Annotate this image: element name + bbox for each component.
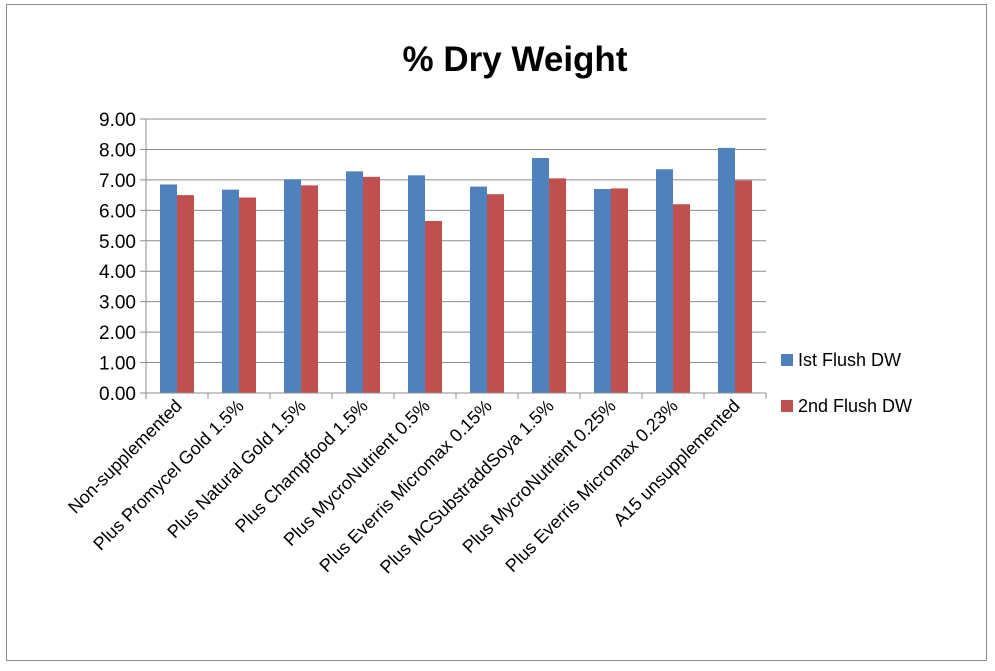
bar-second-flush [611, 188, 628, 393]
bar-first-flush [656, 169, 673, 393]
chart-area: % Dry Weight 0.00 1.00 2.00 3.00 4.00 5.00 6.0… [6, 4, 987, 661]
y-tick-label: 8.00 [99, 140, 136, 161]
bar-first-flush [532, 157, 549, 393]
bar-second-flush [673, 204, 690, 393]
bars [160, 147, 752, 393]
x-axis [145, 119, 767, 399]
y-tick-label: 0.00 [99, 384, 136, 405]
bar-first-flush [470, 186, 487, 393]
bar-first-flush [594, 189, 611, 393]
bar-second-flush [177, 195, 194, 393]
bar-second-flush [301, 185, 318, 393]
chart-title: % Dry Weight [403, 40, 628, 79]
bar-first-flush [408, 175, 425, 393]
category-label: A15 unsupplemented [609, 396, 743, 530]
bar-second-flush [487, 194, 504, 393]
bar-second-flush [239, 197, 256, 393]
bar-second-flush [549, 178, 566, 393]
bar-second-flush [735, 180, 752, 393]
bar-first-flush [284, 179, 301, 393]
y-tick-label: 2.00 [99, 323, 136, 344]
y-tick-label: 4.00 [99, 262, 136, 283]
y-axis-ticks: 0.00 1.00 2.00 3.00 4.00 5.00 6.00 7.00 8.00 9.00 [99, 110, 146, 405]
y-tick-label: 1.00 [99, 354, 136, 375]
bar-second-flush [425, 220, 442, 393]
y-tick-label: 3.00 [99, 293, 136, 314]
legend-swatch [781, 354, 793, 366]
y-tick-label: 5.00 [99, 232, 136, 253]
bar-first-flush [160, 184, 177, 393]
category-label: Non-supplemented [64, 396, 186, 518]
legend: Ist Flush DW 2nd Flush DW [781, 350, 912, 416]
y-tick-label: 7.00 [99, 171, 136, 192]
y-tick-label: 6.00 [99, 201, 136, 222]
legend-swatch [781, 400, 793, 412]
legend-label: 2nd Flush DW [798, 396, 912, 416]
bar-first-flush [718, 147, 735, 393]
bar-second-flush [363, 176, 380, 393]
legend-label: Ist Flush DW [798, 350, 901, 370]
bar-chart: % Dry Weight 0.00 1.00 2.00 3.00 4.00 5.00 6.0… [64, 40, 912, 578]
bar-first-flush [346, 171, 363, 393]
y-tick-label: 9.00 [99, 110, 136, 131]
bar-first-flush [222, 189, 239, 393]
